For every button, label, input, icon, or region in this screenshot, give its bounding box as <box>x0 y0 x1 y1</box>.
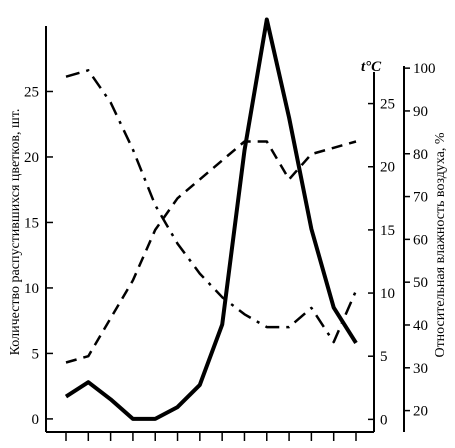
temp-tick-label: 25 <box>380 97 395 113</box>
temp-tick-label: 5 <box>380 349 388 365</box>
left-tick-label: 20 <box>24 150 39 166</box>
humidity-tick-label: 40 <box>413 318 428 334</box>
humidity-axis-ticks: 20 30 40 50 60 70 80 90 100 <box>404 61 436 420</box>
left-axis-ticks: 0 5 10 15 20 25 <box>24 84 53 428</box>
left-tick-label: 0 <box>32 412 40 428</box>
series-layer <box>64 17 358 421</box>
series-line-left <box>64 17 358 421</box>
left-axis-title: Количество распустившихся цветков, шт. <box>8 109 23 356</box>
temp-tick-label: 20 <box>380 160 395 176</box>
humidity-tick-label: 70 <box>413 190 428 206</box>
humidity-tick-label: 90 <box>413 104 428 120</box>
temperature-unit-label: t°C <box>361 59 382 75</box>
left-tick-label: 5 <box>32 346 40 362</box>
humidity-tick-label: 100 <box>413 61 436 77</box>
temp-axis-ticks: 0 5 10 15 20 25 <box>368 97 395 428</box>
left-tick-label: 10 <box>24 281 39 297</box>
axes <box>45 26 405 433</box>
humidity-tick-label: 20 <box>413 404 428 420</box>
temp-tick-label: 10 <box>380 286 395 302</box>
series-line-temp <box>65 140 357 364</box>
temp-tick-label: 0 <box>380 412 388 428</box>
humidity-axis-title: Относительная влажность воздуха, % <box>433 132 448 357</box>
temp-tick-label: 15 <box>380 223 395 239</box>
humidity-tick-label: 80 <box>413 147 428 163</box>
series-line-humidity <box>65 69 358 344</box>
humidity-tick-label: 60 <box>413 232 428 248</box>
humidity-tick-label: 50 <box>413 275 428 291</box>
left-tick-label: 25 <box>24 84 39 100</box>
x-axis-ticks <box>65 432 357 441</box>
left-tick-label: 15 <box>24 215 39 231</box>
humidity-tick-label: 30 <box>413 361 428 377</box>
